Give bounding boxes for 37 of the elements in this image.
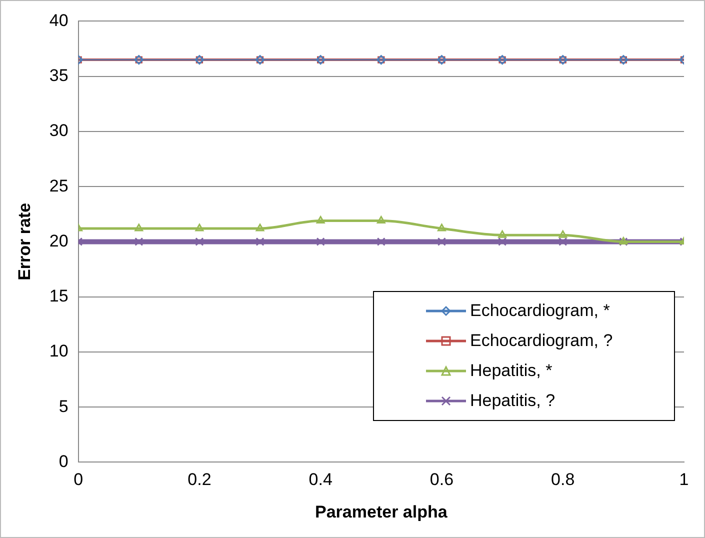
legend-label: Echocardiogram, *	[470, 301, 610, 321]
x-tick-label: 0	[74, 470, 84, 490]
point	[134, 224, 144, 232]
point	[316, 216, 325, 224]
point	[376, 237, 386, 246]
x-tick-label: 0.4	[308, 470, 332, 490]
x-tick-label: 0.6	[430, 470, 454, 490]
y-tick-label: 20	[49, 231, 68, 250]
y-tick-label: 25	[49, 176, 68, 196]
point	[498, 230, 507, 238]
point	[195, 237, 204, 246]
legend-label: Hepatitis, ?	[470, 391, 556, 411]
y-tick-label: 10	[49, 342, 68, 361]
y-tick-label: 30	[49, 121, 68, 140]
y-tick-label: 35	[49, 66, 68, 86]
point	[437, 237, 446, 246]
point	[558, 230, 568, 238]
x-axis-title: Parameter alpha	[315, 502, 448, 522]
point	[558, 237, 568, 246]
y-tick-label: 15	[49, 286, 68, 306]
point	[256, 224, 264, 232]
point	[256, 237, 264, 246]
x-tick-label: 0.2	[188, 470, 212, 490]
y-axis-title: Error rate	[14, 202, 34, 280]
legend-label: Hepatitis, *	[470, 361, 552, 381]
y-tick-label: 40	[49, 10, 68, 30]
x-tick-label: 1	[679, 470, 689, 490]
point	[316, 237, 325, 246]
y-tick-label: 0	[58, 452, 68, 471]
legend-label: Echocardiogram, ?	[470, 331, 613, 351]
point	[134, 237, 144, 246]
point	[438, 224, 446, 232]
point	[376, 216, 386, 224]
x-tick-label: 0.8	[551, 470, 575, 490]
point	[195, 224, 204, 232]
y-tick-label: 5	[58, 396, 68, 416]
point	[498, 237, 507, 246]
